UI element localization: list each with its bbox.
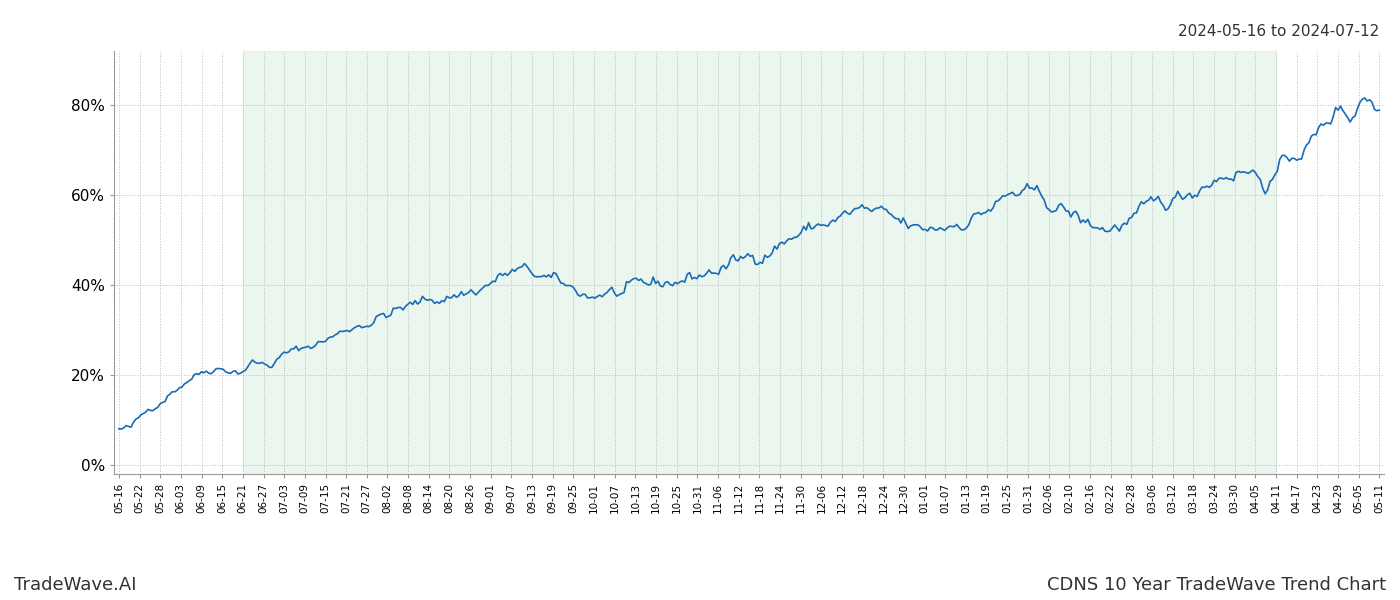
Text: 2024-05-16 to 2024-07-12: 2024-05-16 to 2024-07-12 (1177, 24, 1379, 39)
Bar (242, 51, 1275, 474)
Text: TradeWave.AI: TradeWave.AI (14, 576, 137, 594)
Text: CDNS 10 Year TradeWave Trend Chart: CDNS 10 Year TradeWave Trend Chart (1047, 576, 1386, 594)
